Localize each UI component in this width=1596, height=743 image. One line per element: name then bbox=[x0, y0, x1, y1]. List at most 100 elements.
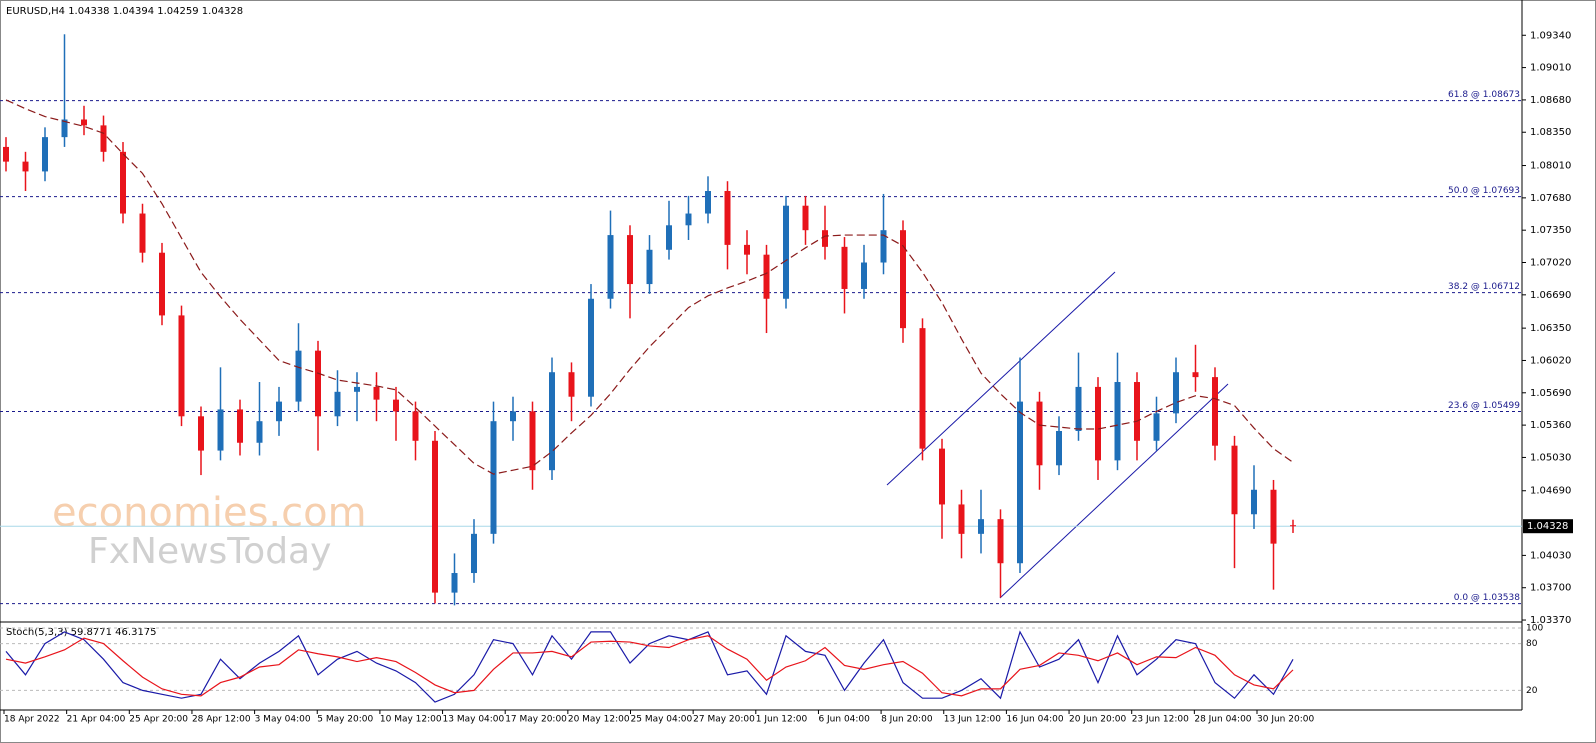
x-tick-label: 5 May 20:00 bbox=[317, 715, 373, 725]
candle-body bbox=[295, 350, 302, 402]
candle-body bbox=[1290, 525, 1296, 527]
y-tick-label: 1.06690 bbox=[1530, 290, 1571, 301]
candle-body bbox=[393, 399, 399, 412]
x-tick-label: 25 May 04:00 bbox=[631, 715, 693, 725]
candle-body bbox=[237, 409, 243, 443]
candle-body bbox=[178, 315, 185, 417]
candle-body bbox=[471, 533, 477, 574]
candle-body bbox=[373, 386, 380, 400]
candle-body bbox=[217, 409, 224, 451]
candle-body bbox=[354, 386, 360, 392]
candle-body bbox=[997, 519, 1004, 564]
candle-body bbox=[1114, 382, 1121, 461]
y-tick-label: 1.06020 bbox=[1530, 355, 1571, 366]
candle-body bbox=[1153, 413, 1160, 441]
moving-average bbox=[5, 99, 1294, 475]
x-tick-label: 17 May 20:00 bbox=[505, 715, 567, 725]
x-tick-label: 18 Apr 2022 bbox=[4, 715, 60, 725]
candle-body bbox=[1192, 372, 1199, 378]
stoch-d-line bbox=[5, 635, 1294, 697]
y-tick-label: 1.09010 bbox=[1530, 63, 1571, 74]
candle-body bbox=[763, 254, 770, 299]
x-tick-label: 20 Jun 20:00 bbox=[1069, 715, 1126, 725]
candle-body bbox=[841, 246, 848, 289]
candle-body bbox=[1270, 489, 1277, 544]
candle-body bbox=[198, 416, 204, 451]
candle-body bbox=[627, 235, 633, 285]
current-price-label: 1.04328 bbox=[1527, 521, 1568, 532]
candle-body bbox=[1056, 430, 1062, 466]
y-tick-label: 1.07020 bbox=[1530, 258, 1571, 269]
x-tick-label: 25 Apr 20:00 bbox=[129, 715, 188, 725]
candle-body bbox=[490, 421, 497, 534]
y-tick-label: 1.03700 bbox=[1530, 583, 1571, 594]
channel-line bbox=[999, 383, 1229, 599]
x-tick-label: 13 May 04:00 bbox=[443, 715, 505, 725]
channel-line bbox=[886, 271, 1116, 486]
candle-body bbox=[451, 573, 458, 593]
candle-body bbox=[412, 411, 419, 441]
candle-body bbox=[607, 235, 614, 299]
candle-body bbox=[100, 125, 107, 152]
y-tick-label: 1.08350 bbox=[1530, 127, 1571, 138]
y-tick-label: 1.05360 bbox=[1530, 420, 1571, 431]
stoch-tick-label: 100 bbox=[1526, 624, 1543, 634]
candle-body bbox=[666, 225, 672, 250]
x-tick-label: 10 May 12:00 bbox=[380, 715, 442, 725]
stoch-tick-label: 20 bbox=[1526, 686, 1538, 696]
candle-body bbox=[139, 213, 146, 253]
y-tick-label: 1.03370 bbox=[1530, 615, 1571, 626]
candle-body bbox=[432, 440, 438, 593]
candle-body bbox=[802, 205, 809, 231]
candle-body bbox=[81, 119, 87, 126]
candle-body bbox=[1231, 445, 1238, 515]
candle-body bbox=[646, 249, 653, 285]
y-tick-label: 1.05690 bbox=[1530, 388, 1571, 399]
candle-body bbox=[724, 191, 731, 245]
fib-label: 0.0 @ 1.03538 bbox=[1454, 593, 1521, 603]
candle-body bbox=[42, 137, 48, 172]
x-tick-label: 8 Jun 20:00 bbox=[881, 715, 933, 725]
y-tick-label: 1.07680 bbox=[1530, 193, 1571, 204]
candle-body bbox=[529, 411, 536, 471]
x-tick-label: 27 May 20:00 bbox=[693, 715, 755, 725]
candle-body bbox=[1017, 401, 1023, 564]
y-tick-label: 1.07350 bbox=[1530, 225, 1571, 236]
candle-body bbox=[120, 151, 126, 214]
candle-body bbox=[22, 161, 29, 172]
fib-label: 61.8 @ 1.08673 bbox=[1448, 90, 1520, 100]
candle-body bbox=[588, 298, 594, 397]
stoch-k-line bbox=[5, 630, 1294, 703]
fib-label: 50.0 @ 1.07693 bbox=[1448, 186, 1520, 196]
x-tick-label: 28 Jun 04:00 bbox=[1194, 715, 1251, 725]
fib-label: 23.6 @ 1.05499 bbox=[1448, 401, 1520, 411]
y-tick-label: 1.08010 bbox=[1530, 161, 1571, 172]
candle-body bbox=[939, 448, 945, 505]
candle-body bbox=[900, 230, 906, 329]
stoch-tick-label: 80 bbox=[1526, 639, 1538, 649]
y-tick-label: 1.04690 bbox=[1530, 486, 1571, 497]
candle-body bbox=[61, 119, 68, 138]
x-tick-label: 3 May 04:00 bbox=[255, 715, 311, 725]
watermark: FxNewsToday bbox=[88, 531, 331, 572]
fib-label: 38.2 @ 1.06712 bbox=[1448, 282, 1520, 292]
x-tick-label: 6 Jun 04:00 bbox=[818, 715, 870, 725]
y-tick-label: 1.08680 bbox=[1530, 95, 1571, 106]
candle-body bbox=[334, 391, 341, 417]
candle-body bbox=[685, 213, 692, 226]
candle-body bbox=[880, 230, 887, 263]
candle-body bbox=[919, 328, 926, 449]
candle-body bbox=[1212, 377, 1218, 446]
y-tick-label: 1.04030 bbox=[1530, 550, 1571, 561]
candle-body bbox=[568, 372, 575, 397]
x-tick-label: 13 Jun 12:00 bbox=[944, 715, 1001, 725]
x-tick-label: 23 Jun 12:00 bbox=[1132, 715, 1189, 725]
candle-body bbox=[276, 401, 282, 422]
x-tick-label: 1 Jun 12:00 bbox=[756, 715, 808, 725]
candle-body bbox=[978, 519, 984, 534]
candle-body bbox=[549, 372, 555, 471]
indicator-title: Stoch(5,3,3) 59.8771 46.3175 bbox=[6, 627, 157, 638]
candle-body bbox=[510, 411, 516, 422]
candle-body bbox=[783, 205, 789, 299]
